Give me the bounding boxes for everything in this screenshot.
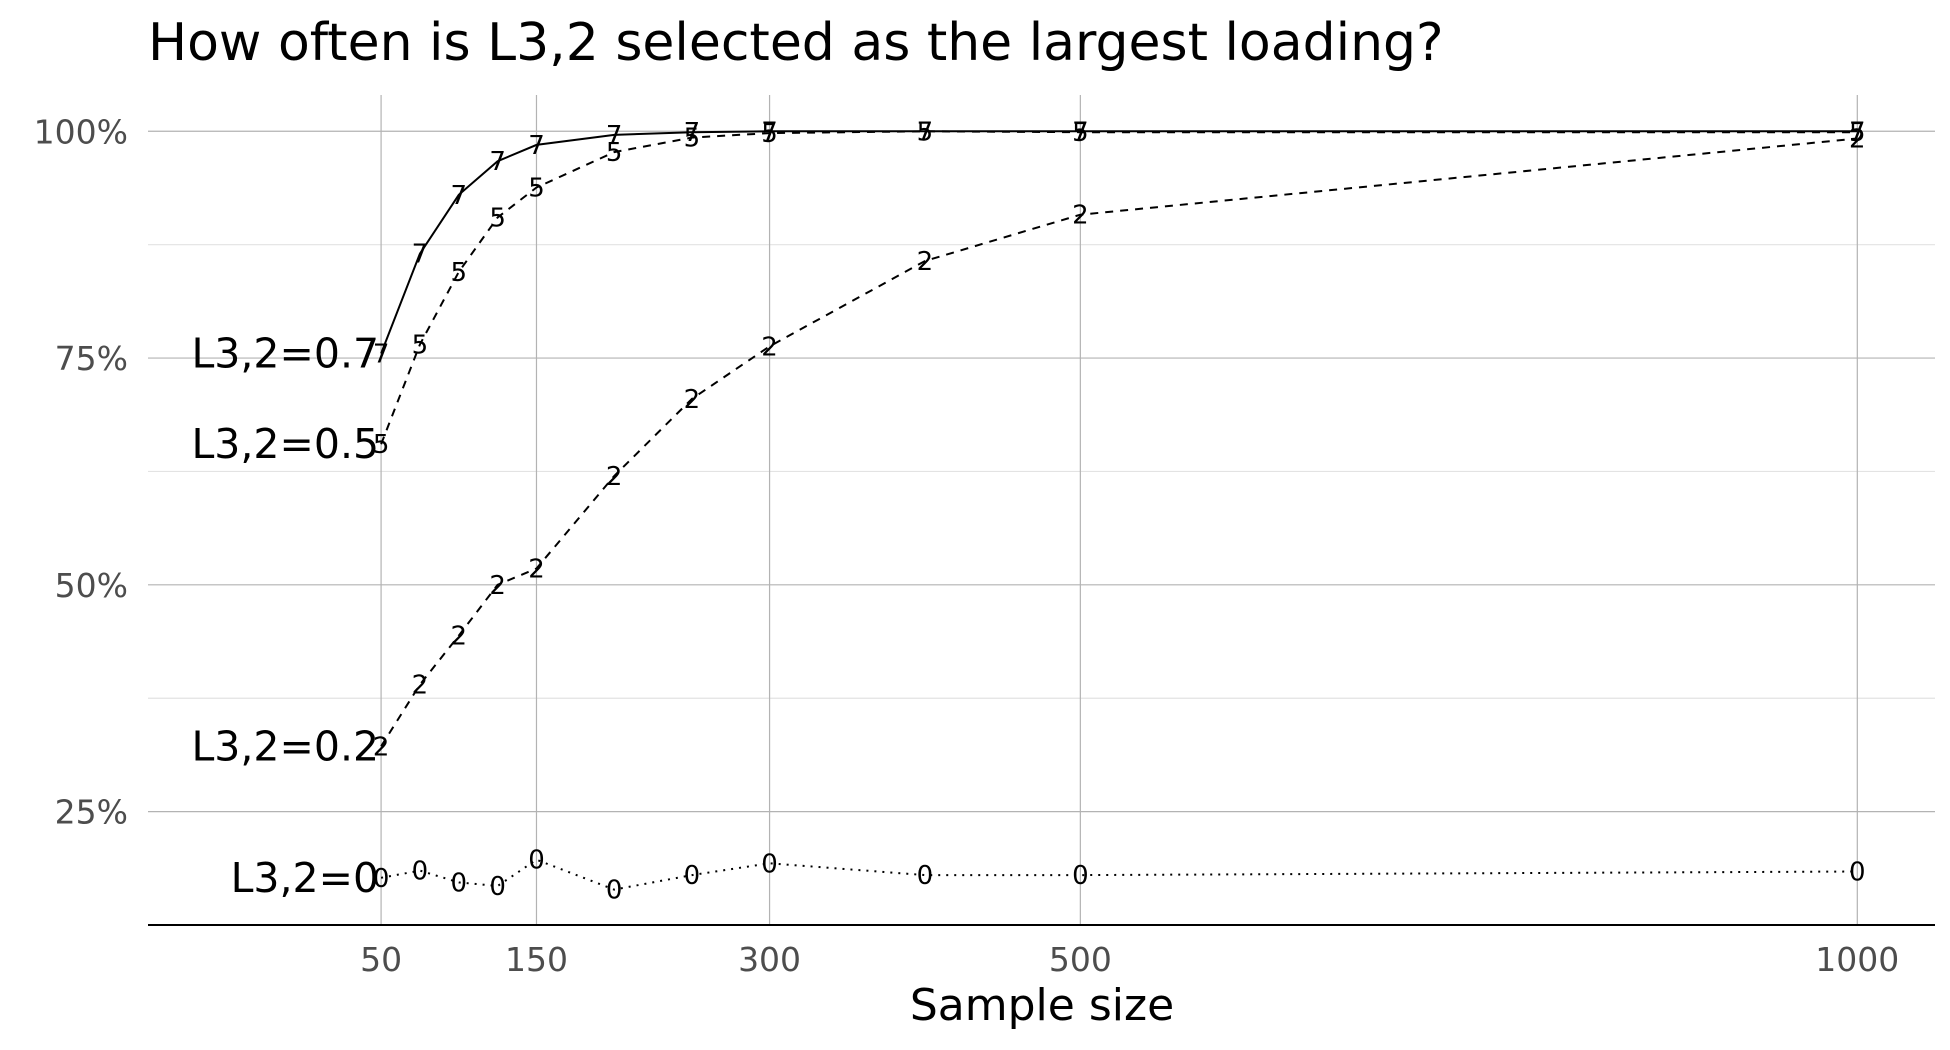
data-point-label: 0 bbox=[606, 876, 623, 906]
data-point-label: 5 bbox=[917, 117, 934, 147]
data-point-label: 2 bbox=[917, 247, 934, 277]
data-point-label: 5 bbox=[373, 430, 390, 460]
x-axis-title: Sample size bbox=[910, 980, 1174, 1031]
data-point-label: 5 bbox=[606, 138, 623, 168]
data-point-label: 7 bbox=[451, 181, 468, 211]
x-tick-label: 1000 bbox=[1815, 940, 1899, 979]
series-name-label: L3,2=0.2 bbox=[191, 722, 379, 770]
x-tick-label: 300 bbox=[738, 940, 801, 979]
y-tick-label: 75% bbox=[55, 339, 128, 378]
data-point-label: 0 bbox=[489, 872, 506, 902]
data-point-label: 7 bbox=[606, 121, 623, 151]
data-point-label: 2 bbox=[528, 555, 545, 585]
data-point-label: 2 bbox=[761, 332, 778, 362]
data-point-label: 7 bbox=[528, 131, 545, 161]
data-point-label: 0 bbox=[528, 846, 545, 876]
data-point-label: 7 bbox=[412, 240, 429, 270]
data-point-label: 2 bbox=[412, 671, 429, 701]
x-tick-label: 150 bbox=[505, 940, 568, 979]
data-point-label: 0 bbox=[917, 861, 934, 891]
data-point-label: 0 bbox=[412, 857, 429, 887]
data-point-label: 7 bbox=[489, 147, 506, 177]
grid bbox=[148, 95, 1935, 925]
data-point-label: 0 bbox=[684, 861, 701, 891]
series-line bbox=[380, 130, 1858, 445]
x-tick-label: 50 bbox=[360, 940, 402, 979]
data-point-label: 2 bbox=[489, 571, 506, 601]
data-point-label: 5 bbox=[412, 330, 429, 360]
data-point-label: 0 bbox=[761, 849, 778, 879]
data-point-label: 2 bbox=[451, 622, 468, 652]
data-point-label: 7 bbox=[684, 118, 701, 148]
series-line bbox=[380, 137, 1858, 747]
data-point-label: 7 bbox=[373, 340, 390, 370]
data-point-label: 5 bbox=[528, 174, 545, 204]
series-line bbox=[380, 130, 1858, 354]
data-point-label: 0 bbox=[373, 864, 390, 894]
axes: 25%50%75%100%50 150 300 500 1000 bbox=[34, 112, 1935, 979]
data-point-label: 0 bbox=[1849, 857, 1866, 887]
data-point-label: 2 bbox=[373, 732, 390, 762]
series-name-label: L3,2=0 bbox=[231, 854, 380, 902]
data-point-label: 5 bbox=[1072, 118, 1089, 148]
y-tick-label: 25% bbox=[55, 793, 128, 832]
data-point-label: 2 bbox=[606, 462, 623, 492]
data-point-label: 5 bbox=[761, 119, 778, 149]
series-0: 0 0 0 000 0 0 0 0 0L3,2=0 bbox=[231, 846, 1866, 906]
data-point-label: 2 bbox=[1072, 201, 1089, 231]
data-point-label: 5 bbox=[451, 258, 468, 288]
y-tick-label: 100% bbox=[34, 112, 128, 151]
data-point-label: 0 bbox=[1072, 861, 1089, 891]
data-point-label: 5 bbox=[489, 203, 506, 233]
data-point-label: 2 bbox=[684, 385, 701, 415]
series-name-label: L3,2=0.7 bbox=[191, 330, 379, 378]
data-point-label: 0 bbox=[451, 868, 468, 898]
data-point-label: 5 bbox=[684, 124, 701, 154]
series-name-label: L3,2=0.5 bbox=[191, 420, 379, 468]
y-tick-label: 50% bbox=[55, 566, 128, 605]
data-point-label: 5 bbox=[1849, 118, 1866, 148]
data-point-label: 7 bbox=[917, 117, 934, 147]
data-point-label: 2 bbox=[1849, 125, 1866, 155]
series-line bbox=[380, 858, 1858, 891]
chart-title: How often is L3,2 selected as the larges… bbox=[148, 13, 1444, 73]
x-tick-label: 500 bbox=[1049, 940, 1112, 979]
